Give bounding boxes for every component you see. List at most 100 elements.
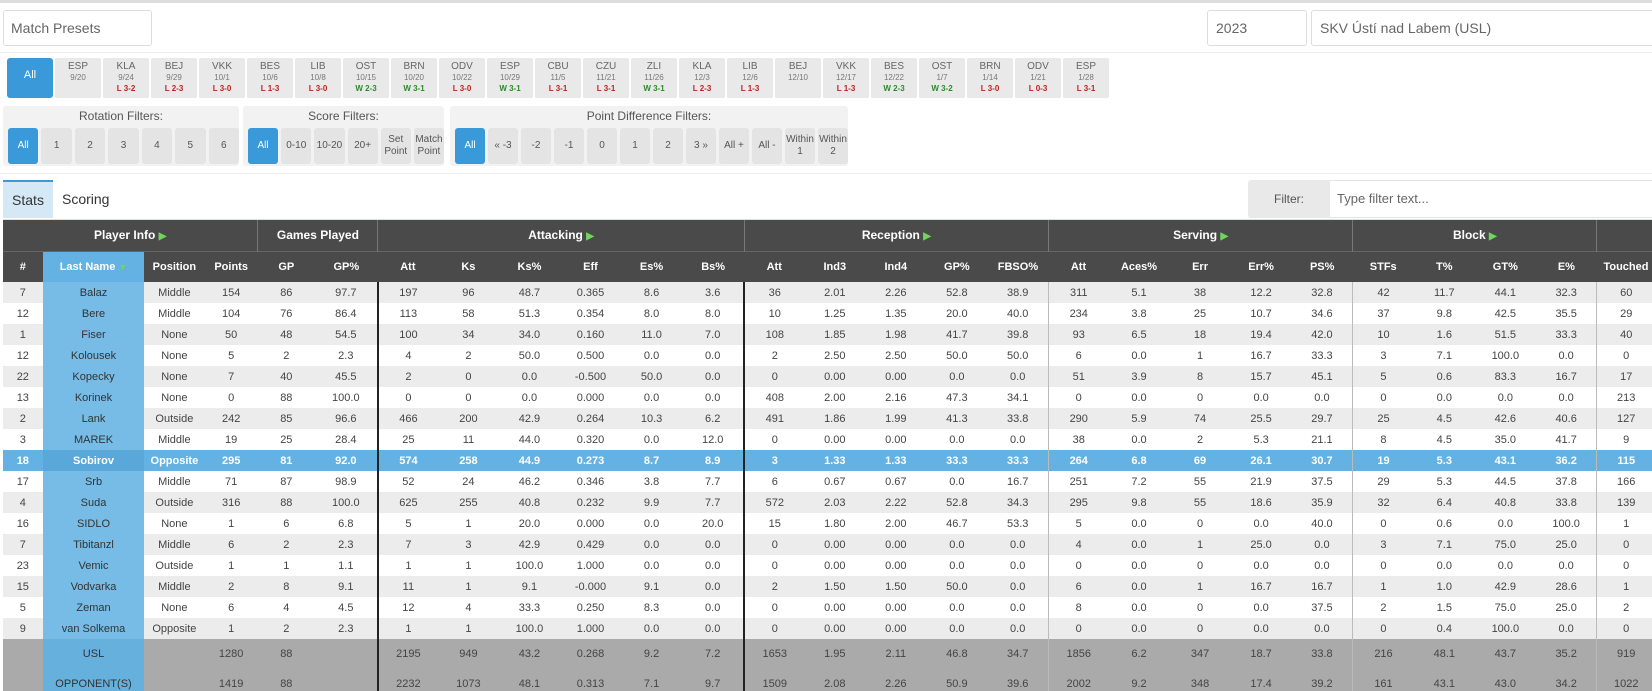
column-header[interactable]: E% <box>1535 250 1597 282</box>
stats-table-container[interactable]: Player Info ▶ Games Played Attacking ▶ Rece… <box>3 220 1652 691</box>
table-row[interactable]: 2 Lank Outside 242 85 96.6 466 200 42.9 0.264 10.3… <box>3 408 1652 429</box>
match-button[interactable]: ODV 10/22 L 3-0 <box>439 58 485 98</box>
column-header[interactable]: Bs% <box>682 250 745 282</box>
match-button[interactable]: BRN 10/20 W 3-1 <box>391 58 437 98</box>
rotation-filter-button[interactable]: 3 <box>108 128 139 164</box>
expand-arrow-icon[interactable]: ▶ <box>586 231 594 243</box>
point-difference-filter-button[interactable]: 2 <box>653 128 683 164</box>
column-header[interactable]: Ks% <box>498 250 560 282</box>
match-button[interactable]: BEJ 12/10 <box>775 58 821 98</box>
score-filter-button[interactable]: Set Point <box>380 128 411 164</box>
point-difference-filter-button[interactable]: All <box>455 128 485 164</box>
rotation-filter-button[interactable]: 6 <box>208 128 239 164</box>
column-header[interactable]: Att <box>377 250 438 282</box>
score-filter-button[interactable]: 0-10 <box>281 128 312 164</box>
match-button[interactable]: ZLI 11/26 W 3-1 <box>631 58 677 98</box>
column-header[interactable]: Points <box>204 250 258 282</box>
table-row[interactable]: 3 MAREK Middle 19 25 28.4 25 11 44.0 0.320 0.0 12.0… <box>3 429 1652 450</box>
filter-input[interactable]: Type filter text... <box>1330 180 1652 218</box>
table-row[interactable]: 7 Balaz Middle 154 86 97.7 197 96 48.7 0.365 8.6 3.… <box>3 282 1652 303</box>
table-row[interactable]: 16 SIDLO None 1 6 6.8 5 1 20.0 0.000 0.0 20.0 15 1.80… <box>3 513 1652 534</box>
column-header[interactable]: T% <box>1413 250 1475 282</box>
match-button[interactable]: BES 12/22 W 2-3 <box>871 58 917 98</box>
score-filter-button[interactable]: 20+ <box>347 128 378 164</box>
table-row[interactable]: 12 Kolousek None 5 2 2.3 4 2 50.0 0.500 0.0 0.0 2 2.5… <box>3 345 1652 366</box>
point-difference-filter-button[interactable]: -1 <box>554 128 584 164</box>
column-header[interactable]: Eff <box>559 250 622 282</box>
match-button[interactable]: CZU 11/21 L 3-1 <box>583 58 629 98</box>
match-button[interactable]: BRN 1/14 L 3-0 <box>967 58 1013 98</box>
point-difference-filter-button[interactable]: 1 <box>620 128 650 164</box>
score-filter-button[interactable]: 10-20 <box>314 128 345 164</box>
column-header[interactable]: GP <box>257 250 315 282</box>
expand-arrow-icon[interactable]: ▶ <box>1220 231 1229 243</box>
column-header[interactable]: Last Name ▼ <box>42 250 145 282</box>
score-filter-button[interactable]: Match Point <box>413 128 445 164</box>
expand-arrow-icon[interactable]: ▶ <box>1489 231 1497 243</box>
table-row[interactable]: 5 Zeman None 6 4 4.5 12 4 33.3 0.250 8.3 0.0 0 0.00 0.… <box>3 597 1652 618</box>
rotation-filter-button[interactable]: 4 <box>141 128 173 164</box>
column-header[interactable]: Ind3 <box>804 250 866 282</box>
match-button[interactable]: OST 1/7 W 3-2 <box>919 58 965 98</box>
point-difference-filter-button[interactable]: -2 <box>521 128 551 164</box>
rotation-filter-button[interactable]: 1 <box>41 128 72 164</box>
column-group-header[interactable]: Serving ▶ <box>1047 220 1353 251</box>
match-button[interactable]: LIB 10/8 L 3-0 <box>295 58 341 98</box>
point-difference-filter-button[interactable]: 3 » <box>686 128 716 164</box>
match-button[interactable]: ESP 10/29 W 3-1 <box>487 58 533 98</box>
match-button[interactable]: ODV 1/21 L 0-3 <box>1015 58 1061 98</box>
totals-row[interactable]: USL 1280 88 2195 949 43.2 0.268 9.2 7.2 1653 1.95 2… <box>3 639 1652 669</box>
match-button[interactable]: ESP 1/28 L 3-1 <box>1063 58 1109 98</box>
point-difference-filter-button[interactable]: Within 1 <box>785 128 815 164</box>
column-header[interactable]: Err <box>1169 250 1231 282</box>
team-select[interactable]: SKV Ústí nad Labem (USL) <box>1311 10 1652 46</box>
table-row[interactable]: 17 Srb Middle 71 87 98.9 52 24 46.2 0.346 3.8 7.7 6 0… <box>3 471 1652 492</box>
column-header[interactable]: Aces% <box>1108 250 1170 282</box>
column-header[interactable]: Touched <box>1596 250 1652 282</box>
column-header[interactable]: GP% <box>926 250 988 282</box>
match-button[interactable]: BES 10/6 L 1-3 <box>247 58 293 98</box>
column-header[interactable]: Position <box>144 250 205 282</box>
column-header[interactable]: Att <box>1048 250 1109 282</box>
column-group-header[interactable]: Block ▶ <box>1352 220 1597 251</box>
point-difference-filter-button[interactable]: All + <box>719 128 749 164</box>
match-button[interactable]: VKK 12/17 L 1-3 <box>823 58 869 98</box>
column-header[interactable]: PS% <box>1291 250 1353 282</box>
match-button[interactable]: OST 10/15 W 2-3 <box>343 58 389 98</box>
tab-scoring[interactable]: Scoring <box>62 191 110 207</box>
table-row[interactable]: 4 Suda Outside 316 88 100.0 625 255 40.8 0.232 9.9… <box>3 492 1652 513</box>
table-row[interactable]: 7 Tibitanzl Middle 6 2 2.3 7 3 42.9 0.429 0.0 0.0 0 0… <box>3 534 1652 555</box>
rotation-filter-button[interactable]: All <box>8 128 39 164</box>
column-header[interactable]: Es% <box>621 250 683 282</box>
match-button[interactable]: LIB 12/6 L 1-3 <box>727 58 773 98</box>
season-select[interactable]: 2023 <box>1207 10 1307 46</box>
table-row[interactable]: 22 Kopecky None 7 40 45.5 2 0 0.0 -0.500 50.0 0.0 0 0… <box>3 366 1652 387</box>
column-group-header[interactable]: Reception ▶ <box>743 220 1049 251</box>
match-button[interactable]: KLA 12/3 L 2-3 <box>679 58 725 98</box>
table-row[interactable]: 12 Bere Middle 104 76 86.4 113 58 51.3 0.354 8.0 8.… <box>3 303 1652 324</box>
column-header[interactable]: GP% <box>314 250 378 282</box>
point-difference-filter-button[interactable]: Within 2 <box>818 128 848 164</box>
point-difference-filter-button[interactable]: « -3 <box>488 128 518 164</box>
match-button[interactable]: BEJ 9/29 L 2-3 <box>151 58 197 98</box>
table-row[interactable]: 1 Fiser None 50 48 54.5 100 34 34.0 0.160 11.0 7.0 1… <box>3 324 1652 345</box>
column-group-header[interactable]: Player Info ▶ <box>3 220 258 251</box>
score-filter-button[interactable]: All <box>248 128 279 164</box>
point-difference-filter-button[interactable]: All - <box>752 128 782 164</box>
match-presets-dropdown[interactable]: Match Presets <box>3 10 152 46</box>
expand-arrow-icon[interactable]: ▶ <box>923 231 931 243</box>
column-header[interactable]: Err% <box>1230 250 1292 282</box>
match-button[interactable]: KLA 9/24 L 3-2 <box>103 58 149 98</box>
column-header[interactable]: STFs <box>1352 250 1414 282</box>
match-button[interactable]: CBU 11/5 L 3-1 <box>535 58 581 98</box>
table-row[interactable]: 18 Sobirov Opposite 295 81 92.0 574 258 44.9 0.27… <box>3 450 1652 471</box>
point-difference-filter-button[interactable]: 0 <box>587 128 617 164</box>
column-header[interactable]: Att <box>744 250 805 282</box>
table-row[interactable]: 15 Vodvarka Middle 2 8 9.1 11 1 9.1 -0.000 9.1 0.0 2… <box>3 576 1652 597</box>
column-header[interactable]: Ind4 <box>865 250 927 282</box>
column-header[interactable]: Ks <box>437 250 499 282</box>
expand-arrow-icon[interactable]: ▶ <box>158 231 167 243</box>
column-header[interactable]: # <box>3 250 43 282</box>
tab-stats[interactable]: Stats <box>3 180 53 218</box>
table-row[interactable]: 23 Vemic Outside 1 1 1.1 1 1 100.0 1.000 0.0 0.0 0 0.… <box>3 555 1652 576</box>
